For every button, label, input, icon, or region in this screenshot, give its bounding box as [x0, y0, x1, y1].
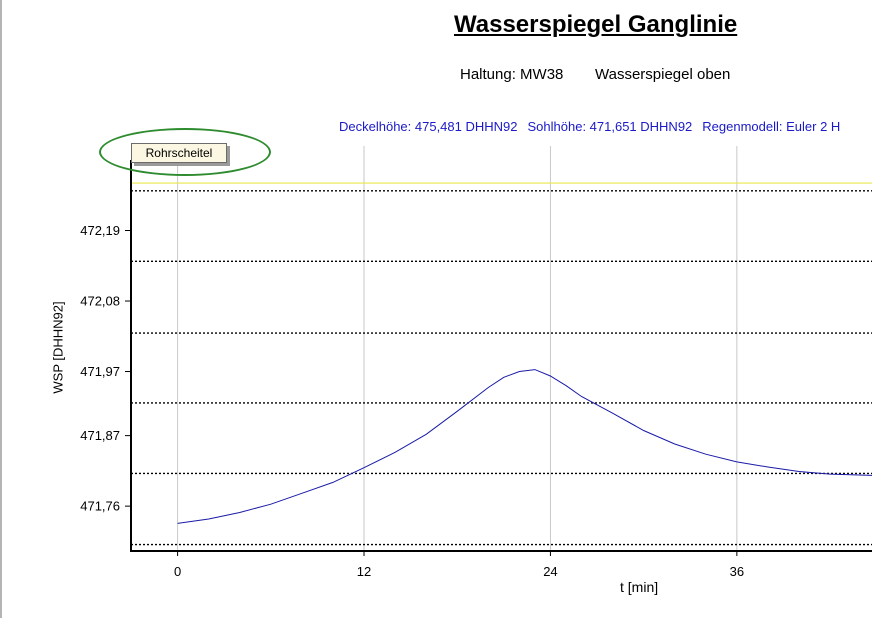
- chart-info-line: Deckelhöhe: 475,481 DHHN92 Sohlhöhe: 471,…: [339, 119, 850, 134]
- x-tick-label-2: 24: [543, 564, 557, 579]
- dotted-level-layer: [131, 190, 872, 546]
- axis-layer: [125, 160, 872, 556]
- deckelhoehe-info: Deckelhöhe: 475,481 DHHN92: [339, 119, 518, 134]
- legend-highlight-ellipse: [99, 128, 271, 176]
- y-tick-label-2: 471,97: [80, 364, 120, 379]
- chart-subtitle-haltung: Haltung: MW38: [460, 66, 564, 83]
- y-tick-label-4: 472,19: [80, 223, 120, 238]
- regenmodell-info: Regenmodell: Euler 2 H: [702, 119, 841, 134]
- y-tick-label-3: 472,08: [80, 294, 120, 309]
- legend-rohrscheitel-button[interactable]: Rohrscheitel: [131, 143, 227, 163]
- chart-subtitle-position: Wasserspiegel oben: [595, 66, 731, 83]
- x-tick-label-1: 12: [357, 564, 371, 579]
- x-axis-label: t [min]: [620, 579, 659, 595]
- x-tick-label-3: 36: [730, 564, 744, 579]
- sohlhoehe-info: Sohlhöhe: 471,651 DHHN92: [527, 119, 693, 134]
- y-tick-label-0: 471,76: [80, 499, 120, 514]
- grid-layer: [177, 146, 738, 551]
- chart-title: Wasserspiegel Ganglinie: [454, 11, 738, 38]
- window-left-border: [0, 0, 2, 618]
- y-tick-label-1: 471,87: [80, 428, 120, 443]
- series-layer: [177, 369, 872, 524]
- x-tick-label-0: 0: [174, 564, 181, 579]
- tick-label-layer: 471,76 471,87 471,97 472,08 472,19 0 12 24 36: [80, 223, 744, 579]
- series-line-0: [177, 369, 872, 524]
